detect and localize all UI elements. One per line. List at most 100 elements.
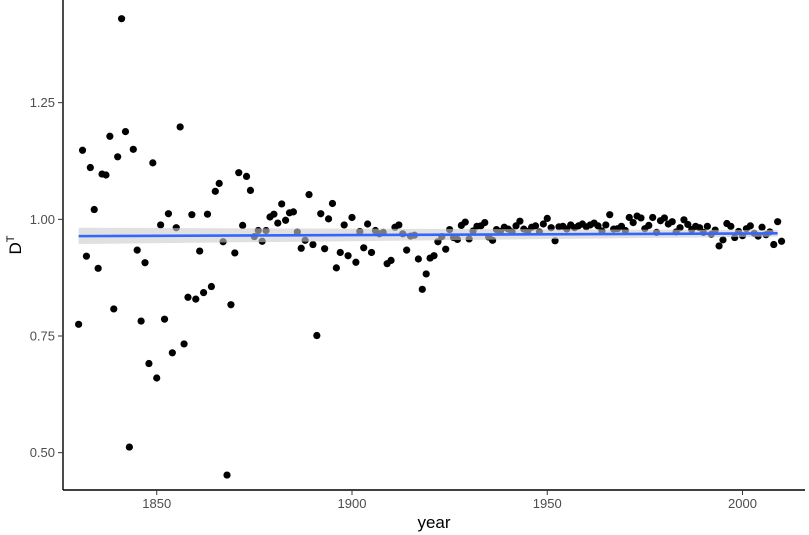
data-point <box>360 244 368 252</box>
data-point <box>157 221 165 229</box>
data-point <box>211 187 219 195</box>
data-point <box>242 172 251 180</box>
data-point <box>719 236 727 244</box>
axes: 1850 1900 1950 2000 0.50 0.75 1.00 1.25 <box>30 95 757 511</box>
plot-area <box>75 15 786 479</box>
data-point <box>246 186 255 194</box>
data-point <box>203 210 212 218</box>
data-point <box>192 295 200 303</box>
y-axis-title-superscript: T <box>5 235 17 242</box>
data-point <box>313 331 321 340</box>
data-point <box>418 285 426 293</box>
data-point <box>340 221 348 229</box>
data-point <box>75 320 83 328</box>
data-point <box>141 259 149 267</box>
data-point <box>160 315 169 323</box>
data-point <box>227 301 235 309</box>
data-point <box>239 221 247 229</box>
x-tick-label: 1900 <box>338 496 367 511</box>
data-point <box>114 153 122 161</box>
data-point <box>106 132 114 140</box>
data-point <box>129 145 137 153</box>
data-point <box>321 245 329 253</box>
data-point <box>364 220 372 228</box>
data-point <box>231 249 239 257</box>
data-point <box>117 15 126 23</box>
data-point <box>133 246 141 254</box>
data-point <box>403 246 411 254</box>
data-point <box>539 220 547 228</box>
x-tick-label: 2000 <box>728 496 757 511</box>
data-point <box>543 214 551 222</box>
data-point <box>684 220 692 229</box>
data-point <box>145 359 153 368</box>
data-point <box>481 219 489 227</box>
y-tick-label: 1.25 <box>30 95 55 110</box>
data-point <box>637 214 645 222</box>
data-point <box>774 218 782 226</box>
data-point <box>309 240 317 249</box>
data-point <box>668 218 676 226</box>
y-axis-title-base: D <box>6 242 25 254</box>
data-point <box>207 282 215 291</box>
data-point <box>94 264 102 272</box>
data-point <box>289 208 298 216</box>
y-tick-label: 0.75 <box>30 329 55 344</box>
y-tick-label: 1.00 <box>30 212 55 227</box>
data-point <box>317 210 325 218</box>
data-point <box>215 179 223 187</box>
y-tick-label: 0.50 <box>30 445 55 460</box>
data-point <box>770 240 778 249</box>
data-point <box>199 289 208 297</box>
data-point <box>606 211 614 219</box>
data-point <box>348 213 356 222</box>
data-point <box>274 219 282 227</box>
data-point <box>235 169 243 177</box>
data-point <box>270 210 278 218</box>
data-point <box>196 247 204 255</box>
data-point <box>278 200 286 208</box>
data-point <box>176 123 184 131</box>
data-point <box>82 252 91 260</box>
data-point <box>414 255 422 263</box>
data-point <box>660 214 669 222</box>
data-point <box>395 221 403 229</box>
data-point <box>324 215 333 223</box>
data-point <box>442 245 450 253</box>
data-point <box>153 374 161 382</box>
data-point <box>102 171 110 179</box>
data-point <box>184 293 192 301</box>
data-point <box>223 471 231 479</box>
data-point <box>461 218 469 226</box>
data-point <box>625 213 633 222</box>
data-point <box>164 210 173 218</box>
data-point <box>645 221 653 229</box>
trend-line <box>78 232 778 238</box>
data-point <box>352 258 360 266</box>
data-point <box>594 222 602 230</box>
data-point <box>125 443 133 451</box>
data-point <box>746 222 754 230</box>
data-point <box>328 199 337 208</box>
data-point <box>344 252 352 260</box>
data-point <box>727 222 735 230</box>
data-point <box>387 256 395 264</box>
data-point <box>137 317 145 325</box>
data-point <box>367 248 376 257</box>
data-point <box>305 191 313 199</box>
data-point <box>758 223 766 231</box>
data-point <box>332 264 340 272</box>
data-point <box>777 237 786 245</box>
data-point <box>336 248 344 257</box>
data-point <box>602 221 610 229</box>
data-point <box>516 217 524 225</box>
data-point <box>703 222 711 230</box>
data-point <box>297 244 305 252</box>
data-point <box>430 252 438 260</box>
data-point <box>282 216 290 224</box>
data-point <box>90 205 98 214</box>
data-point <box>531 222 540 230</box>
x-tick-label: 1950 <box>533 496 562 511</box>
data-point <box>629 219 637 227</box>
